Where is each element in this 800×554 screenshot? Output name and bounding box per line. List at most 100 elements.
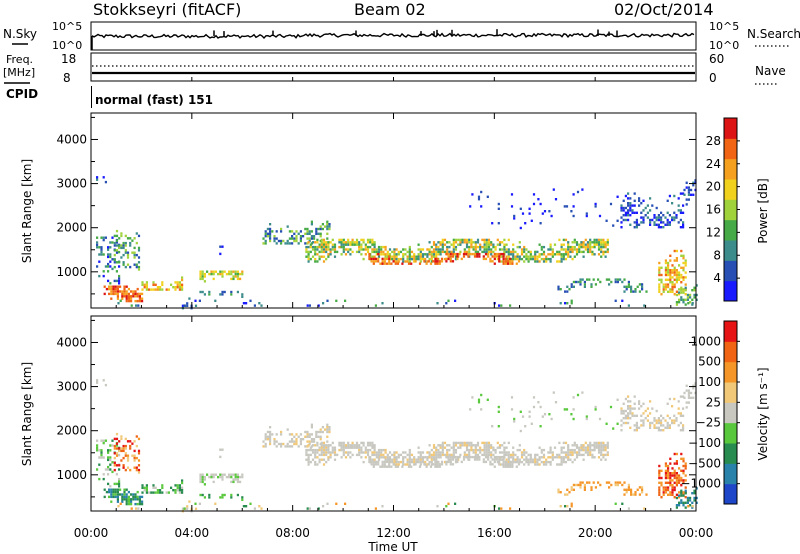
power-echo-cell bbox=[557, 288, 560, 291]
velocity-echo-cell bbox=[449, 455, 452, 459]
power-echo-cell bbox=[320, 238, 323, 242]
velocity-echo-cell bbox=[682, 469, 685, 472]
power-echo-cell bbox=[680, 254, 683, 257]
velocity-echo-cell bbox=[318, 446, 321, 449]
velocity-echo-cell bbox=[417, 460, 420, 464]
velocity-echo-cell bbox=[123, 493, 126, 496]
power-echo-cell bbox=[119, 299, 122, 302]
velocity-echo-cell bbox=[693, 499, 696, 502]
velocity-echo-cell bbox=[575, 483, 578, 487]
velocity-echo-cell bbox=[566, 488, 569, 491]
velocity-echo-cell bbox=[135, 435, 138, 438]
velocity-echo-cell bbox=[137, 464, 141, 467]
power-echo-cell bbox=[310, 220, 313, 223]
power-echo-cell bbox=[320, 241, 323, 244]
power-echo-cell bbox=[371, 250, 374, 254]
power-echo-cell bbox=[669, 281, 672, 284]
power-echo-cell bbox=[107, 246, 110, 249]
velocity-echo-cell bbox=[305, 448, 308, 452]
velocity-echo-cell bbox=[331, 448, 334, 452]
velocity-echo-cell bbox=[638, 493, 641, 496]
velocity-echo-cell bbox=[685, 384, 688, 387]
power-echo-cell bbox=[662, 283, 665, 286]
velocity-echo-cell bbox=[450, 453, 453, 457]
velocity-echo-cell bbox=[490, 446, 493, 449]
power-echo-cell bbox=[684, 271, 687, 274]
power-echo-cell bbox=[123, 292, 126, 296]
power-echo-cell bbox=[382, 253, 385, 256]
velocity-echo-cell bbox=[123, 490, 126, 494]
velocity-echo-cell bbox=[690, 396, 693, 399]
velocity-echo-cell bbox=[362, 441, 365, 445]
velocity-echo-cell bbox=[178, 486, 181, 489]
power-echo-cell bbox=[623, 278, 626, 281]
power-echo-cell bbox=[493, 257, 496, 261]
power-echo-cell bbox=[408, 248, 411, 251]
power-echo-cell bbox=[96, 176, 99, 179]
power-echo-cell bbox=[428, 241, 431, 244]
power-echo-cell bbox=[358, 250, 361, 254]
velocity-echo-cell bbox=[434, 465, 437, 468]
velocity-colorbar-swatch bbox=[724, 422, 737, 444]
power-echo-cell bbox=[686, 298, 689, 301]
velocity-colorbar-tick-label: −500 bbox=[688, 456, 721, 470]
velocity-echo-cell bbox=[194, 502, 197, 505]
power-echo-cell bbox=[624, 214, 627, 217]
power-echo-cell bbox=[395, 255, 398, 258]
power-echo-cell bbox=[320, 250, 323, 254]
velocity-echo-cell bbox=[360, 448, 363, 452]
velocity-echo-cell bbox=[606, 453, 609, 457]
velocity-echo-cell bbox=[606, 444, 609, 447]
velocity-echo-cell bbox=[302, 438, 305, 441]
power-echo-cell bbox=[408, 253, 411, 256]
power-echo-cell bbox=[680, 249, 683, 253]
velocity-echo-cell bbox=[627, 488, 630, 491]
power-echo-cell bbox=[483, 241, 486, 244]
power-echo-cell bbox=[114, 285, 117, 288]
velocity-echo-cell bbox=[491, 458, 494, 461]
velocity-echo-cell bbox=[616, 483, 619, 487]
velocity-echo-cell bbox=[495, 455, 499, 459]
velocity-echo-cell bbox=[664, 426, 667, 429]
power-echo-cell bbox=[351, 250, 354, 254]
power-echo-cell bbox=[606, 241, 609, 244]
power-echo-cell bbox=[419, 250, 422, 254]
velocity-echo-cell bbox=[485, 446, 488, 449]
power-echo-cell bbox=[682, 298, 685, 301]
power-echo-cell bbox=[679, 192, 682, 195]
power-echo-cell bbox=[624, 218, 627, 222]
power-echo-cell bbox=[597, 245, 601, 249]
velocity-echo-cell bbox=[415, 458, 418, 461]
power-echo-cell bbox=[325, 245, 328, 249]
power-echo-cell bbox=[667, 283, 670, 286]
velocity-echo-cell bbox=[655, 421, 658, 425]
velocity-echo-cell bbox=[600, 458, 603, 461]
velocity-echo-cell bbox=[446, 448, 449, 452]
velocity-echo-cell bbox=[560, 446, 563, 449]
power-echo-cell bbox=[556, 260, 559, 263]
power-echo-cell bbox=[664, 283, 667, 286]
velocity-echo-cell bbox=[551, 451, 554, 454]
velocity-echo-cell bbox=[490, 453, 493, 457]
power-echo-cell bbox=[125, 295, 128, 298]
power-echo-cell bbox=[439, 243, 442, 246]
power-echo-cell bbox=[556, 250, 559, 254]
power-echo-cell bbox=[351, 243, 354, 246]
power-echo-cell bbox=[132, 292, 135, 296]
velocity-echo-cell bbox=[512, 456, 515, 459]
velocity-echo-cell bbox=[468, 448, 471, 452]
velocity-echo-cell bbox=[430, 448, 433, 452]
power-echo-cell bbox=[115, 229, 119, 233]
power-echo-cell bbox=[619, 278, 622, 281]
power-echo-cell bbox=[597, 278, 600, 281]
velocity-echo-cell bbox=[583, 488, 586, 491]
velocity-echo-cell bbox=[322, 451, 326, 454]
power-echo-cell bbox=[437, 253, 440, 256]
power-echo-cell bbox=[98, 260, 101, 263]
velocity-echo-cell bbox=[483, 444, 486, 447]
power-echo-cell bbox=[360, 253, 363, 256]
power-echo-cell bbox=[108, 287, 111, 291]
power-echo-cell bbox=[113, 253, 116, 257]
velocity-echo-cell bbox=[519, 429, 522, 433]
velocity-echo-cell bbox=[666, 414, 669, 417]
